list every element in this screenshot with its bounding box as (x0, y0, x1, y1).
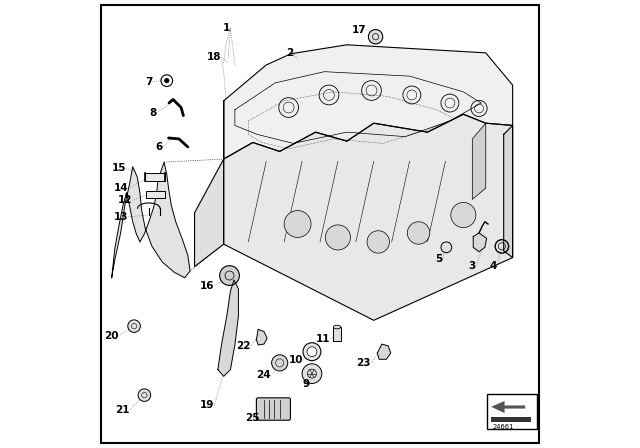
Text: 1: 1 (223, 23, 230, 33)
Text: 11: 11 (316, 334, 331, 344)
Circle shape (220, 266, 239, 285)
Polygon shape (378, 344, 391, 359)
Text: 25: 25 (245, 413, 260, 422)
Bar (491, 417, 531, 422)
Text: 6: 6 (155, 142, 163, 152)
Text: 19: 19 (200, 401, 214, 410)
FancyBboxPatch shape (257, 398, 291, 420)
Text: 9: 9 (302, 379, 309, 389)
Polygon shape (218, 280, 239, 376)
Bar (333, 327, 340, 341)
Polygon shape (224, 45, 513, 159)
Text: 16: 16 (200, 281, 215, 291)
Text: 5: 5 (435, 254, 442, 264)
Circle shape (369, 30, 383, 44)
Text: 23: 23 (356, 358, 371, 368)
Text: 12: 12 (118, 195, 132, 205)
Polygon shape (472, 123, 486, 199)
Circle shape (451, 202, 476, 228)
Circle shape (302, 364, 322, 383)
Text: 4: 4 (490, 261, 497, 271)
Circle shape (138, 389, 150, 401)
Circle shape (271, 355, 288, 371)
Circle shape (325, 225, 351, 250)
Polygon shape (257, 329, 267, 345)
Ellipse shape (333, 325, 340, 329)
Polygon shape (491, 401, 525, 413)
Text: 22: 22 (236, 341, 251, 351)
Circle shape (303, 343, 321, 361)
Text: 13: 13 (114, 212, 128, 222)
Circle shape (128, 320, 140, 332)
Text: 7: 7 (145, 77, 152, 86)
Polygon shape (473, 233, 486, 252)
Bar (486, 394, 537, 429)
Text: 14: 14 (114, 183, 128, 193)
Text: 18: 18 (207, 52, 221, 62)
Polygon shape (504, 125, 513, 258)
Circle shape (367, 231, 390, 253)
Polygon shape (195, 101, 224, 267)
Polygon shape (224, 114, 513, 320)
Text: 21: 21 (115, 405, 130, 415)
Bar (145, 173, 165, 181)
Text: 2: 2 (286, 48, 293, 58)
Text: 17: 17 (352, 25, 367, 34)
Circle shape (307, 347, 317, 357)
Circle shape (441, 242, 452, 253)
Bar (146, 191, 165, 198)
Text: 10: 10 (289, 355, 303, 365)
Circle shape (164, 78, 169, 83)
Text: 20: 20 (104, 331, 118, 341)
Polygon shape (112, 162, 190, 278)
Text: 24661: 24661 (492, 424, 513, 430)
Text: 3: 3 (468, 261, 476, 271)
Circle shape (408, 222, 430, 244)
Circle shape (284, 211, 311, 237)
Text: 8: 8 (149, 108, 157, 118)
Text: 15: 15 (112, 164, 127, 173)
Text: 24: 24 (256, 370, 271, 380)
